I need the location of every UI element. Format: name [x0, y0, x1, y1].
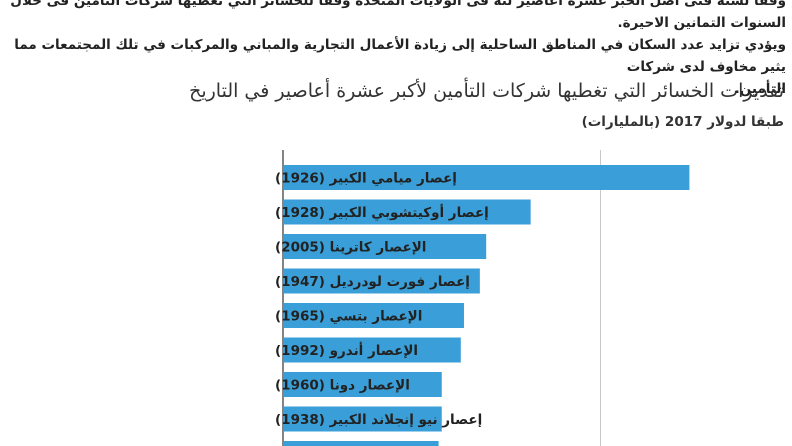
category-label-0: إعصار ميامي الكبير (1926) [275, 171, 457, 187]
intro-text: وفقا لشنه فنى اصل الحبر عسرة اعاصير لنه … [6, 0, 786, 100]
category-label-5: الإعصار أندرو (1992) [275, 342, 418, 359]
chart-subtitle: طبقا لدولار 2017 (بالمليارات) [581, 114, 784, 130]
bar-6 [284, 372, 442, 397]
intro-line-2: ويؤدي تزايد عدد السكان في المناطق الساحل… [14, 37, 786, 75]
category-label-2: الإعصار كاترينا (2005) [275, 240, 426, 256]
bar-4 [284, 303, 464, 328]
bar-7 [284, 406, 442, 432]
chart-title: تقديرات الخسائر التي تغطيها شركات التأمي… [189, 80, 784, 102]
intro-line-1: وفقا لشنه فنى اصل الحبر عسرة اعاصير لنه … [10, 0, 786, 31]
category-label-3: إعصار فورت لودرديل (1947) [275, 274, 470, 290]
bar-2 [284, 234, 487, 259]
category-label-4: الإعصار بتسي (1965) [275, 309, 422, 325]
bar-5 [284, 337, 461, 363]
bar-3 [284, 268, 480, 294]
category-label-6: الإعصار دونا (1960) [275, 378, 410, 394]
intro-line-3: التأمين. [734, 81, 786, 97]
category-label-7: إعصار نيو إنجلاند الكبير (1938) [275, 412, 482, 428]
bar-1 [284, 199, 531, 225]
category-label-1: إعصار أوكيتشوبي الكبير (1928) [275, 204, 489, 221]
bar-0 [284, 165, 690, 190]
bar-8 [284, 441, 439, 446]
